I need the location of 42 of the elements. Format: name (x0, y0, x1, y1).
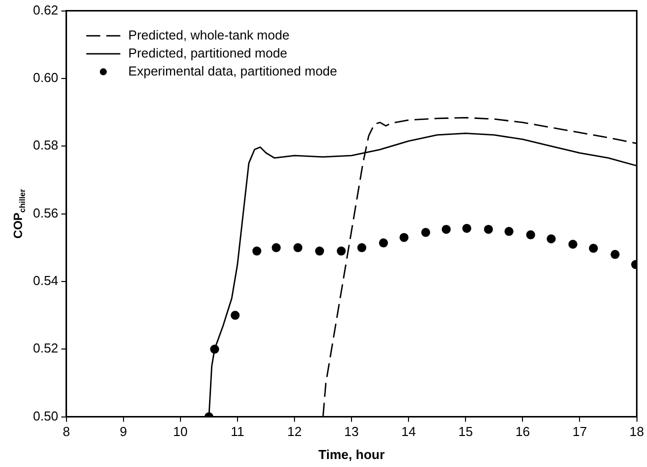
legend-label: Experimental data, partitioned mode (128, 63, 338, 78)
point (252, 246, 262, 256)
x-tick-label: 9 (120, 424, 127, 440)
point (546, 234, 556, 244)
point (568, 240, 578, 249)
point (610, 250, 620, 259)
point (484, 224, 493, 234)
y-tick-label: 0.50 (32, 408, 58, 424)
y-tick-label: 0.54 (32, 273, 58, 288)
point (588, 244, 598, 253)
point (293, 243, 302, 252)
x-tick-label: 14 (401, 424, 416, 440)
x-tick-label: 16 (515, 424, 530, 440)
y-axis-title: COPchiller (11, 189, 27, 239)
point (442, 224, 451, 234)
x-tick-label: 17 (572, 424, 587, 440)
point (378, 238, 388, 248)
y-tick-label: 0.52 (32, 340, 58, 356)
x-tick-label: 11 (230, 424, 244, 440)
x-tick-label: 12 (287, 424, 302, 440)
x-tick-label: 13 (344, 424, 359, 440)
point (230, 310, 240, 320)
point (272, 243, 281, 252)
point (315, 246, 324, 256)
y-tick-label: 0.62 (32, 2, 58, 18)
x-tick-label: 15 (458, 424, 473, 440)
x-axis-title: Time, hour (318, 446, 385, 462)
point (336, 246, 346, 256)
point (400, 232, 409, 242)
point (357, 243, 366, 252)
x-tick-label: 18 (630, 424, 644, 440)
y-tick-label: 0.58 (32, 138, 58, 153)
legend-label: Predicted, partitioned mode (128, 45, 288, 60)
point (462, 224, 472, 233)
y-tick-label: 0.56 (32, 205, 58, 220)
x-tick-label: 10 (173, 424, 188, 440)
x-tick-label: 8 (62, 424, 70, 440)
y-tick-label: 0.60 (32, 70, 58, 86)
legend-label: Predicted, whole-tank mode (128, 27, 290, 42)
point (504, 226, 514, 236)
point (526, 230, 536, 240)
point (421, 228, 430, 237)
